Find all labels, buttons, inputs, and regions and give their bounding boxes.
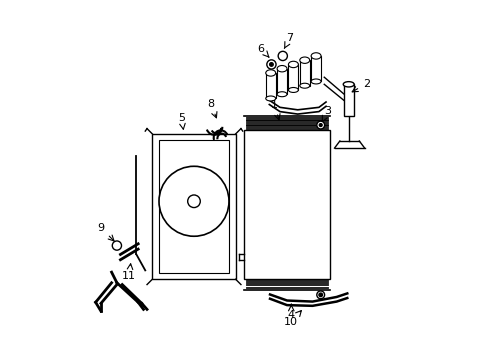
Circle shape	[112, 241, 121, 250]
Circle shape	[316, 291, 324, 299]
Text: 9: 9	[97, 223, 114, 241]
Bar	[244, 130, 329, 279]
Ellipse shape	[277, 92, 286, 97]
Circle shape	[278, 51, 287, 60]
Circle shape	[159, 166, 228, 236]
Bar	[277, 69, 286, 94]
Ellipse shape	[277, 66, 286, 72]
Text: 11: 11	[122, 264, 136, 281]
Ellipse shape	[288, 61, 298, 68]
Bar	[152, 134, 235, 279]
Circle shape	[319, 123, 322, 126]
Text: 6: 6	[257, 44, 268, 57]
Text: 2: 2	[351, 78, 369, 92]
Ellipse shape	[310, 53, 321, 59]
Text: 10: 10	[284, 311, 301, 327]
Ellipse shape	[310, 79, 321, 84]
Ellipse shape	[299, 57, 309, 63]
Ellipse shape	[265, 96, 275, 101]
Circle shape	[318, 293, 322, 297]
Text: 5: 5	[178, 113, 185, 129]
Ellipse shape	[299, 83, 309, 88]
Bar	[343, 84, 353, 116]
Circle shape	[269, 63, 273, 66]
Text: 7: 7	[284, 33, 293, 49]
Bar	[299, 60, 309, 86]
Bar	[265, 73, 275, 99]
Ellipse shape	[288, 87, 298, 93]
Ellipse shape	[343, 82, 353, 87]
Text: 8: 8	[207, 99, 217, 118]
Circle shape	[316, 121, 324, 129]
Bar	[288, 64, 298, 90]
Bar	[159, 140, 229, 273]
Circle shape	[187, 195, 200, 208]
Bar	[310, 56, 321, 81]
Text: 1: 1	[270, 99, 280, 120]
Text: 4: 4	[287, 304, 294, 320]
Circle shape	[266, 60, 276, 69]
Ellipse shape	[265, 70, 275, 76]
Text: 3: 3	[322, 106, 330, 122]
